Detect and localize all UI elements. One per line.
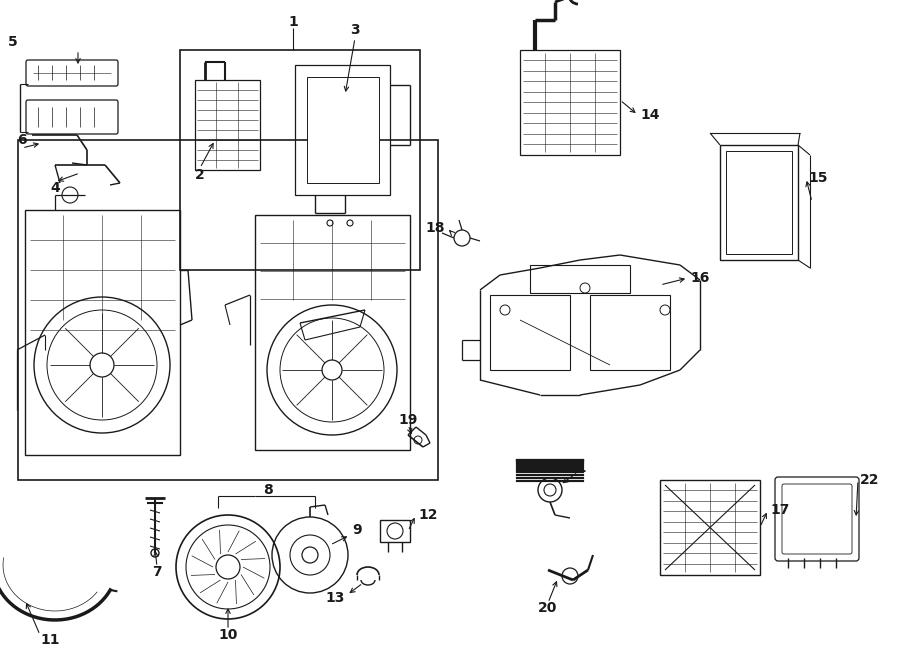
Bar xyxy=(295,65,390,195)
Text: 1: 1 xyxy=(288,15,298,29)
Bar xyxy=(520,50,620,155)
Bar xyxy=(195,80,260,170)
Bar xyxy=(18,140,438,480)
Bar xyxy=(590,295,670,370)
Bar xyxy=(726,151,792,254)
Text: 16: 16 xyxy=(690,271,709,285)
Text: 2: 2 xyxy=(195,168,205,182)
Text: 21: 21 xyxy=(568,461,588,475)
Bar xyxy=(530,265,630,293)
Text: 22: 22 xyxy=(860,473,879,487)
Text: 6: 6 xyxy=(17,133,27,147)
Text: 8: 8 xyxy=(263,483,273,497)
Bar xyxy=(490,295,570,370)
Text: 9: 9 xyxy=(352,523,362,537)
Text: 11: 11 xyxy=(40,633,59,647)
Text: 13: 13 xyxy=(326,591,345,605)
Text: 15: 15 xyxy=(808,171,827,185)
Text: 5: 5 xyxy=(8,35,18,49)
Bar xyxy=(307,77,379,183)
Text: 14: 14 xyxy=(640,108,660,122)
Bar xyxy=(180,50,420,270)
Text: 4: 4 xyxy=(50,181,60,195)
Bar xyxy=(720,145,798,260)
Text: 18: 18 xyxy=(426,221,445,235)
Text: 20: 20 xyxy=(538,601,558,615)
Bar xyxy=(25,210,180,455)
Bar xyxy=(255,215,410,450)
Text: 3: 3 xyxy=(350,23,360,37)
Bar xyxy=(660,480,760,575)
Text: 19: 19 xyxy=(399,413,418,427)
Text: 10: 10 xyxy=(219,628,238,642)
Bar xyxy=(380,520,410,542)
Text: 12: 12 xyxy=(418,508,437,522)
Text: 7: 7 xyxy=(152,565,162,579)
Text: 17: 17 xyxy=(770,503,789,517)
